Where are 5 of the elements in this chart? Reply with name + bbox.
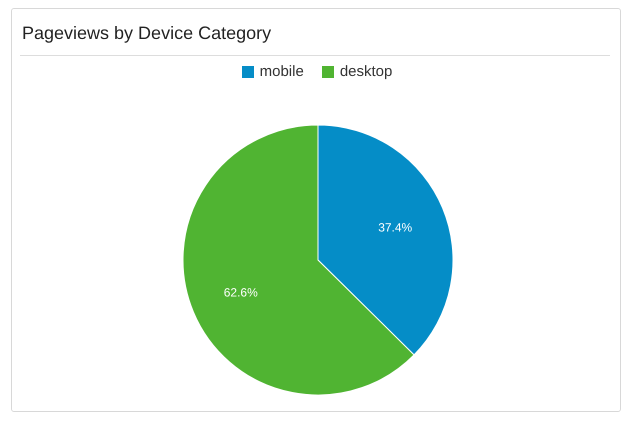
legend-label: desktop — [338, 63, 392, 80]
chart-title: Pageviews by Device Category — [22, 23, 272, 44]
data-label: 62.6% — [224, 285, 258, 300]
legend-label: mobile — [258, 63, 304, 80]
data-label: 37.4% — [378, 220, 413, 235]
